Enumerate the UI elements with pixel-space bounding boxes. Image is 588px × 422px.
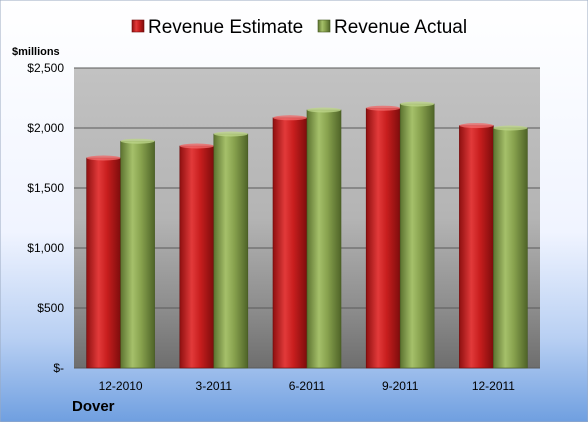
- bar-top-highlight: [179, 143, 214, 149]
- bar-estimate: [459, 125, 494, 369]
- y-axis-ticks: $- $500 $1,000 $1,500 $2,000 $2,500: [27, 61, 64, 375]
- bar-top-highlight: [120, 138, 155, 144]
- bar-actual: [120, 140, 155, 369]
- company-name: Dover: [72, 398, 115, 415]
- x-tick-label: 12-2011: [472, 379, 515, 393]
- bar-top-highlight: [273, 115, 307, 121]
- legend-swatch-estimate: [131, 19, 145, 33]
- bar-estimate: [365, 107, 401, 369]
- legend-label-estimate: Revenue Estimate: [148, 17, 303, 38]
- y-tick-label: $1,500: [27, 181, 64, 195]
- legend-swatch-actual: [317, 19, 331, 33]
- bar-estimate: [272, 117, 308, 369]
- bar-top-highlight: [366, 105, 401, 111]
- y-axis-label: $millions: [12, 46, 60, 58]
- bar-estimate: [86, 157, 121, 369]
- bar-top-highlight: [213, 131, 248, 137]
- bar-estimate: [179, 145, 215, 369]
- bar-actual: [399, 103, 435, 369]
- bars: [86, 101, 528, 369]
- x-tick-label: 12-2010: [99, 379, 143, 393]
- x-axis-ticks: 12-2010 3-2011 6-2011 9-2011 12-2011: [99, 379, 516, 393]
- bar-top-highlight: [86, 155, 121, 161]
- y-tick-label: $2,500: [27, 61, 64, 75]
- bar-top-highlight: [307, 107, 341, 113]
- x-tick-label: 3-2011: [196, 379, 233, 393]
- bar-top-highlight: [459, 123, 494, 129]
- y-tick-label: $1,000: [27, 241, 64, 255]
- x-tick-label: 9-2011: [382, 379, 419, 393]
- legend-label-actual: Revenue Actual: [334, 17, 467, 38]
- y-tick-label: $2,000: [27, 121, 64, 135]
- bar-top-highlight: [400, 101, 435, 107]
- legend: Revenue Estimate Revenue Actual: [131, 17, 467, 38]
- bar-actual: [493, 127, 528, 369]
- bar-top-highlight: [493, 125, 528, 131]
- bar-actual: [306, 109, 342, 369]
- bar-actual: [213, 133, 249, 369]
- y-tick-label: $-: [53, 361, 64, 375]
- x-tick-label: 6-2011: [289, 379, 326, 393]
- y-tick-label: $500: [37, 301, 64, 315]
